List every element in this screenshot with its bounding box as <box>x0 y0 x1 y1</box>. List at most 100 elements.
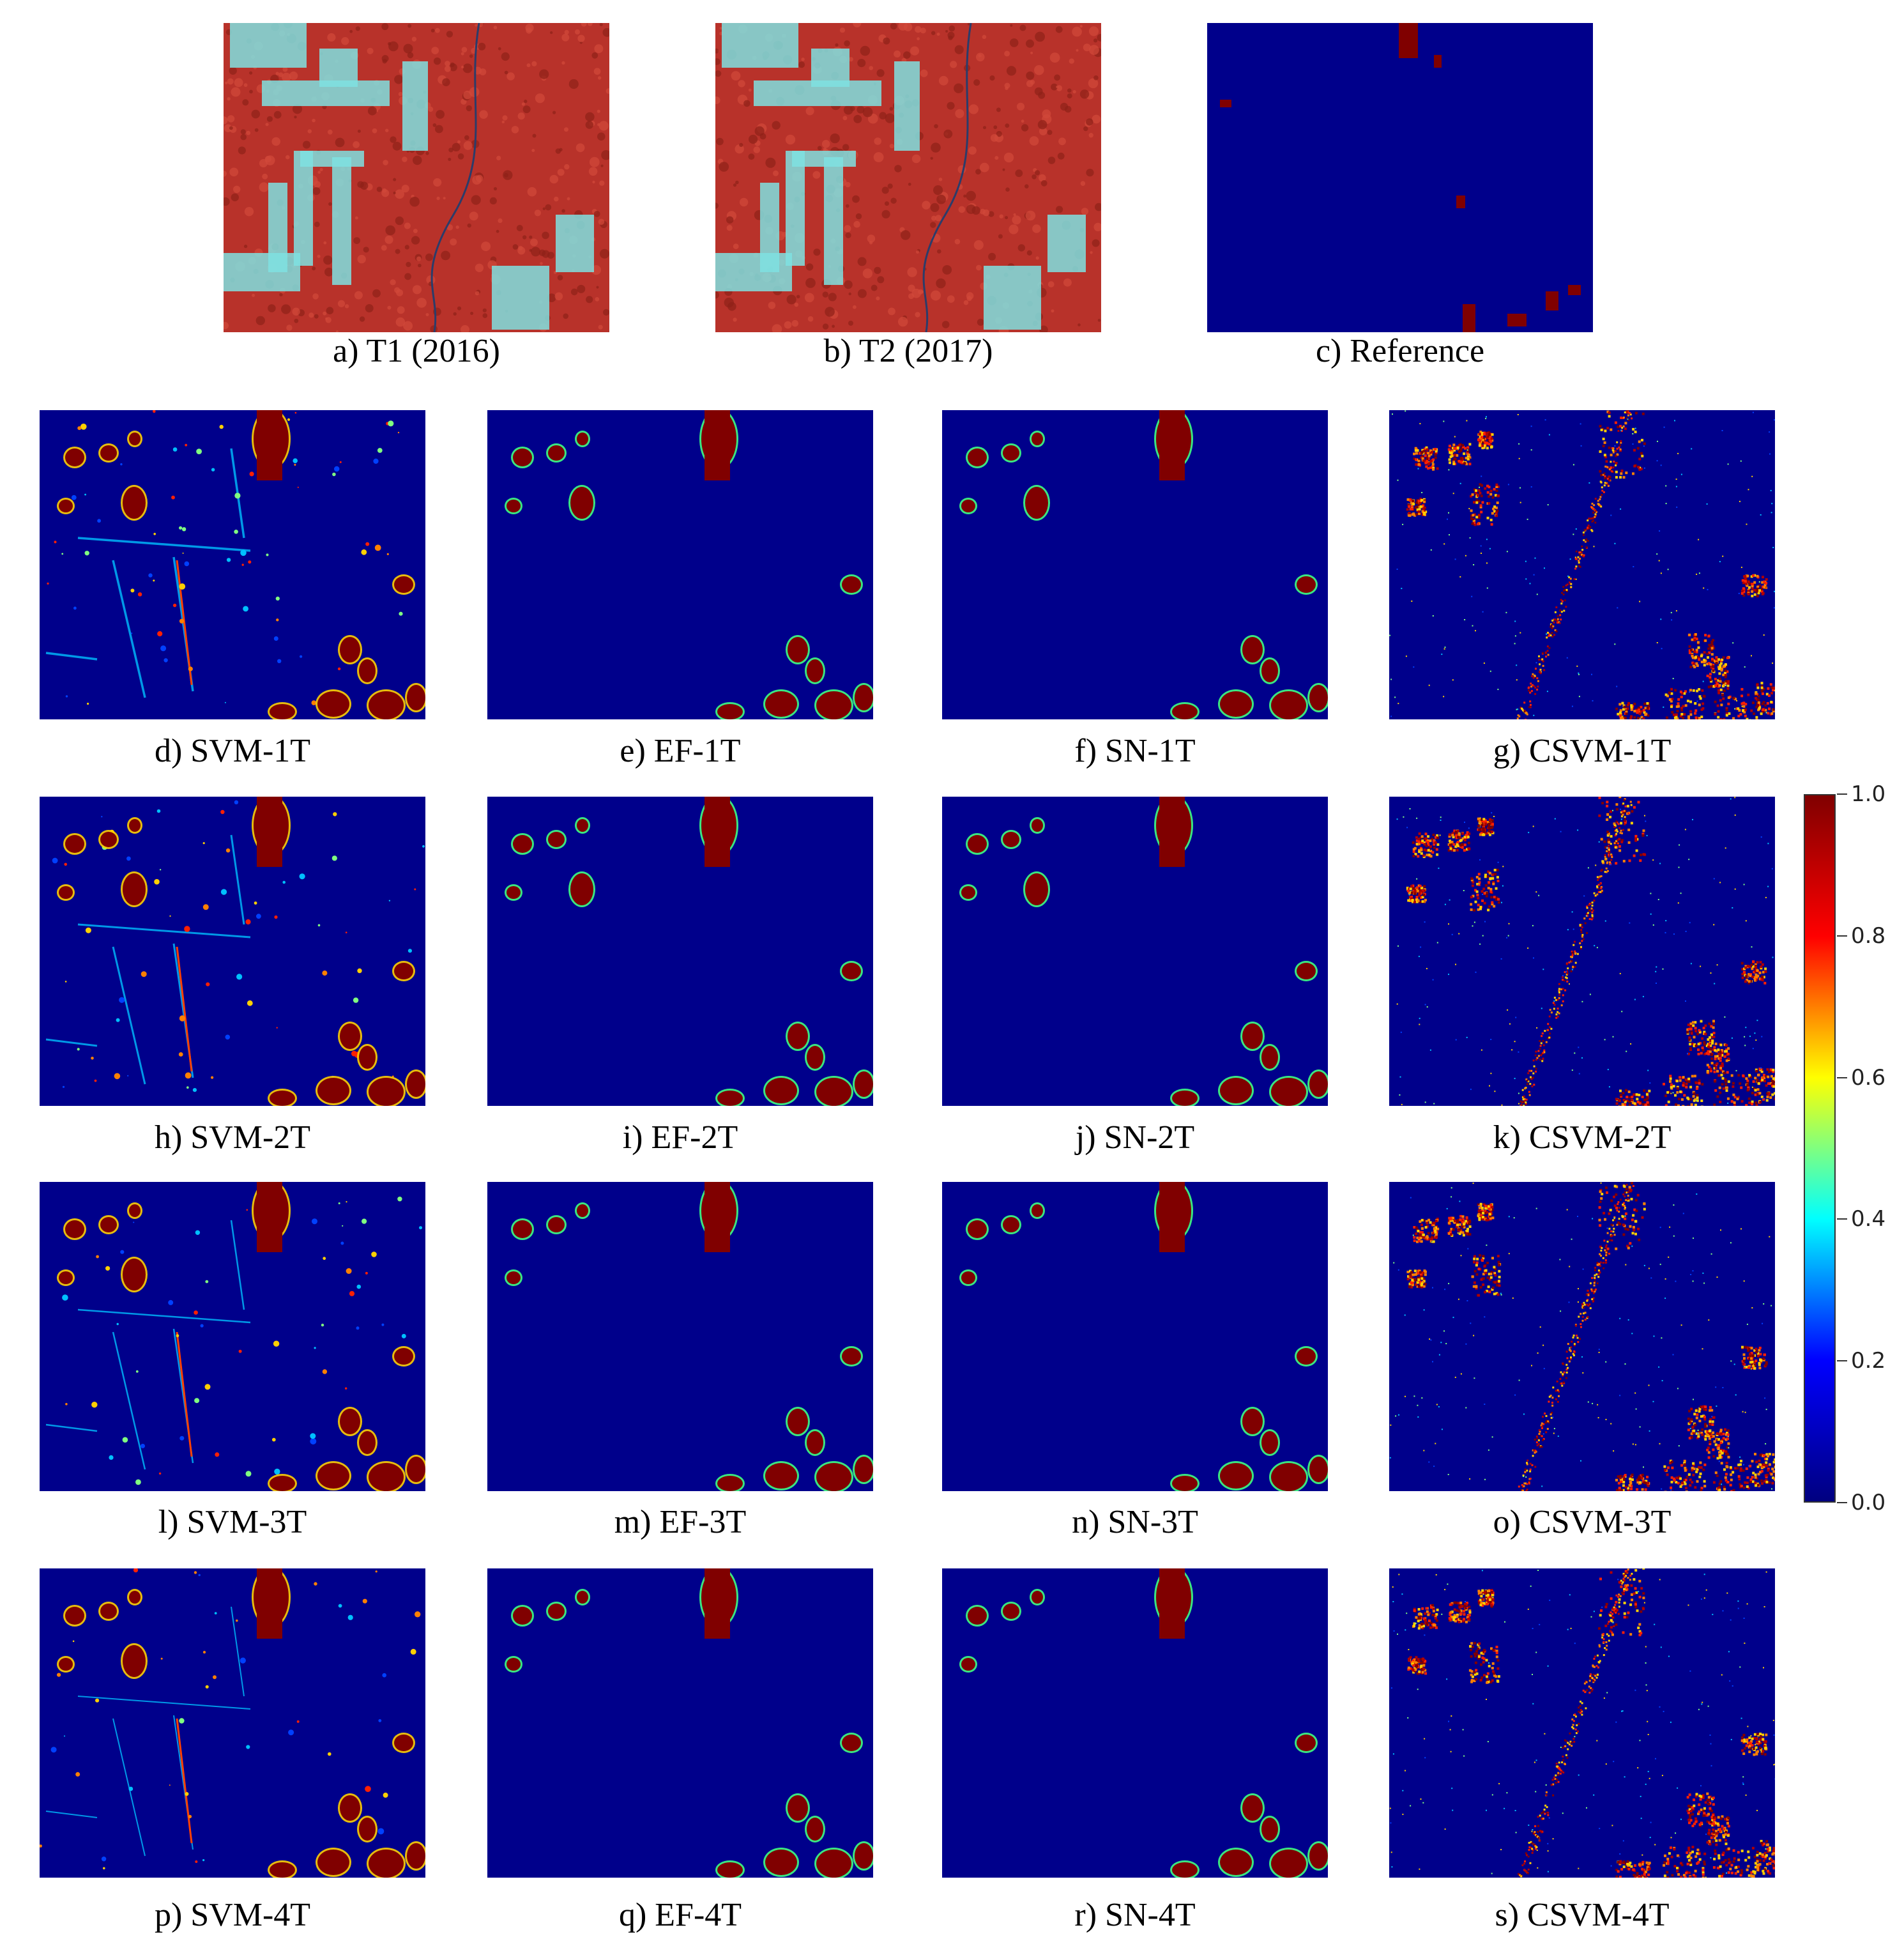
speckle <box>1546 633 1547 635</box>
canopy-texture <box>748 88 752 92</box>
speckle <box>1744 1481 1747 1484</box>
speckle <box>1466 450 1470 453</box>
noise-speck <box>220 809 225 815</box>
speckle <box>1565 977 1568 979</box>
speckle <box>1454 831 1458 834</box>
speckle <box>1610 466 1613 470</box>
noise-speck <box>127 1075 129 1076</box>
canopy-texture <box>739 197 749 207</box>
speckle <box>1730 1478 1733 1482</box>
speckle <box>1746 1482 1749 1484</box>
speckle <box>1636 838 1639 841</box>
speckle <box>1594 516 1596 518</box>
speckle <box>1700 1415 1703 1418</box>
speckle <box>1629 922 1631 924</box>
speckle <box>1416 886 1419 889</box>
change-blob <box>1003 832 1019 847</box>
change-blob <box>1309 1457 1328 1482</box>
canopy-texture <box>958 206 966 213</box>
speckle <box>1528 1091 1530 1093</box>
speckle <box>1762 970 1765 974</box>
canopy-texture <box>772 121 781 130</box>
speckle <box>1599 425 1602 428</box>
canopy-texture <box>930 157 933 160</box>
canopy-texture <box>363 247 369 253</box>
speckle <box>1712 1455 1716 1458</box>
speckle <box>1633 1093 1636 1096</box>
speckle <box>1616 1489 1618 1491</box>
speckle <box>1390 678 1392 680</box>
speckle <box>1700 716 1703 719</box>
speckle <box>1696 573 1698 575</box>
speckle <box>1586 915 1588 917</box>
speckle <box>1705 1432 1709 1435</box>
speckle <box>1464 447 1466 450</box>
speckle <box>1411 507 1413 510</box>
canopy-texture <box>592 180 595 184</box>
speckle <box>1620 813 1623 816</box>
speckle <box>1612 447 1615 450</box>
speckle <box>1687 1105 1690 1106</box>
speckle <box>1768 1092 1771 1095</box>
speckle <box>1698 658 1701 661</box>
noise-speck <box>120 1250 125 1254</box>
noise-speck <box>243 606 248 612</box>
speckle <box>1721 1076 1725 1080</box>
speckle <box>1626 804 1629 808</box>
speckle <box>1571 911 1573 913</box>
speckle <box>1620 417 1623 419</box>
speckle <box>1533 1084 1535 1086</box>
speckle <box>1746 979 1749 982</box>
speckle <box>1640 452 1643 455</box>
canopy-texture <box>982 34 987 40</box>
speckle <box>1509 1023 1511 1025</box>
speckle <box>1449 843 1452 847</box>
speckle <box>1639 1481 1642 1484</box>
speckle <box>1737 714 1740 717</box>
speckle <box>1426 1222 1429 1225</box>
speckle <box>1619 832 1622 834</box>
change-blob <box>513 448 532 466</box>
speckle <box>1755 1347 1758 1351</box>
canopy-texture <box>425 151 429 155</box>
speckle <box>1451 834 1454 837</box>
speckle <box>1606 847 1608 849</box>
speckle <box>1739 1082 1742 1085</box>
speckle <box>1740 592 1744 595</box>
canopy-texture <box>1016 102 1025 111</box>
noise-speck <box>273 1340 280 1347</box>
speckle <box>1689 1048 1692 1051</box>
speckle <box>1581 940 1583 942</box>
speckle <box>1758 706 1762 709</box>
noise-speck <box>178 1052 183 1057</box>
canopy-texture <box>979 162 989 172</box>
speckle <box>1468 1220 1472 1223</box>
speckle <box>1605 460 1608 463</box>
speckle <box>1697 1043 1700 1046</box>
speckle <box>1669 1080 1672 1083</box>
noise-speck <box>294 411 297 414</box>
speckle <box>1530 1069 1533 1072</box>
speckle <box>1554 629 1557 631</box>
speckle <box>1572 966 1574 969</box>
speckle <box>1756 1354 1760 1358</box>
reference-change-region <box>1220 100 1231 107</box>
canopy-texture <box>224 321 229 330</box>
speckle <box>1698 717 1701 719</box>
speckle <box>1631 1218 1634 1222</box>
speckle <box>1743 1357 1746 1360</box>
speckle <box>1759 1453 1762 1457</box>
speckle <box>1505 611 1507 613</box>
speckle <box>1698 688 1701 691</box>
speckle <box>1411 1278 1414 1282</box>
canopy-texture <box>869 241 873 245</box>
speckle <box>1610 854 1613 857</box>
speckle <box>1617 712 1620 716</box>
speckle <box>1765 712 1767 714</box>
canopy-texture <box>462 63 473 73</box>
noise-speck <box>47 582 49 585</box>
speckle <box>1615 476 1618 479</box>
speckle <box>1562 1000 1564 1002</box>
speckle <box>1410 897 1413 900</box>
noise-speck <box>62 1294 68 1301</box>
